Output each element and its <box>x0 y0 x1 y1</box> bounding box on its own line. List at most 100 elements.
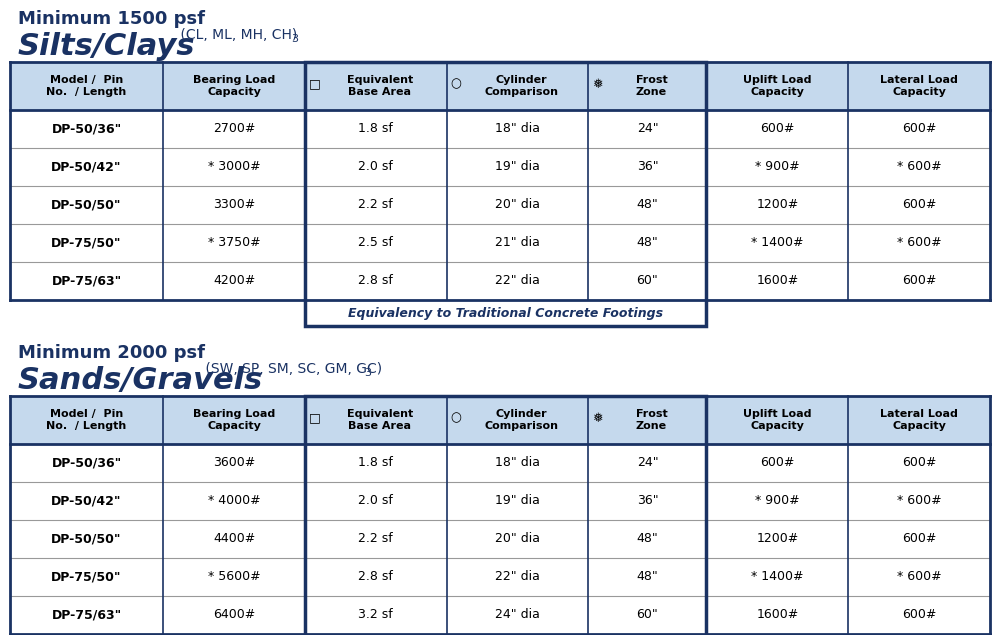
Bar <box>10 482 163 520</box>
Bar <box>305 62 706 326</box>
Bar <box>706 262 848 300</box>
Bar <box>706 186 848 224</box>
Bar <box>706 482 848 520</box>
Bar <box>588 444 706 482</box>
Bar <box>447 62 588 110</box>
Text: * 600#: * 600# <box>897 570 941 584</box>
Text: ❅: ❅ <box>592 411 603 425</box>
Text: 22" dia: 22" dia <box>495 274 540 288</box>
Text: 6400#: 6400# <box>213 608 255 622</box>
Bar <box>848 558 990 596</box>
Bar <box>588 396 706 444</box>
Bar <box>447 444 588 482</box>
Text: 1600#: 1600# <box>756 274 798 288</box>
Bar <box>305 520 447 558</box>
Bar <box>305 62 447 110</box>
Text: * 1400#: * 1400# <box>751 570 804 584</box>
Text: DP-75/63": DP-75/63" <box>51 608 122 622</box>
Text: Frost
Zone: Frost Zone <box>636 75 667 97</box>
Text: DP-50/50": DP-50/50" <box>51 199 122 211</box>
Bar <box>163 62 305 110</box>
Text: Minimum 2000 psf: Minimum 2000 psf <box>18 344 205 362</box>
Bar <box>848 224 990 262</box>
Text: 19" dia: 19" dia <box>495 495 540 507</box>
Text: 4400#: 4400# <box>213 533 255 545</box>
Text: 2.0 sf: 2.0 sf <box>358 161 393 173</box>
Bar <box>305 224 447 262</box>
Text: 48": 48" <box>637 236 658 250</box>
Text: 2.0 sf: 2.0 sf <box>358 495 393 507</box>
Text: 24" dia: 24" dia <box>495 608 540 622</box>
Bar <box>706 596 848 634</box>
Text: DP-75/63": DP-75/63" <box>51 274 122 288</box>
Bar <box>588 262 706 300</box>
Text: 600#: 600# <box>760 457 795 469</box>
Bar <box>10 396 163 444</box>
Text: * 3000#: * 3000# <box>208 161 260 173</box>
Text: Sands/Gravels: Sands/Gravels <box>18 366 263 395</box>
Bar <box>588 62 706 110</box>
Text: Uplift Load
Capacity: Uplift Load Capacity <box>743 409 812 431</box>
Bar <box>848 62 990 110</box>
Bar <box>588 110 706 148</box>
Text: ❅: ❅ <box>592 77 603 91</box>
Bar <box>706 520 848 558</box>
Text: 2.2 sf: 2.2 sf <box>358 199 393 211</box>
Bar <box>163 558 305 596</box>
Text: 48": 48" <box>637 570 658 584</box>
Text: 18" dia: 18" dia <box>495 123 540 135</box>
Bar <box>305 110 447 148</box>
Text: 1.8 sf: 1.8 sf <box>358 457 393 469</box>
Bar <box>163 186 305 224</box>
Text: 1.8 sf: 1.8 sf <box>358 123 393 135</box>
Bar <box>706 444 848 482</box>
Bar <box>163 596 305 634</box>
Text: 2.8 sf: 2.8 sf <box>358 570 393 584</box>
Text: Cylinder
Comparison: Cylinder Comparison <box>485 409 559 431</box>
Text: 19" dia: 19" dia <box>495 161 540 173</box>
Bar <box>10 520 163 558</box>
Bar <box>447 396 588 444</box>
Bar <box>10 444 163 482</box>
Text: DP-50/36": DP-50/36" <box>51 123 122 135</box>
Text: 24": 24" <box>637 123 658 135</box>
Text: 1200#: 1200# <box>756 533 798 545</box>
Text: 24": 24" <box>637 457 658 469</box>
Text: 3: 3 <box>291 34 298 44</box>
Text: * 600#: * 600# <box>897 495 941 507</box>
Bar <box>588 186 706 224</box>
Text: Lateral Load
Capacity: Lateral Load Capacity <box>880 75 958 97</box>
Text: Bearing Load
Capacity: Bearing Load Capacity <box>193 75 275 97</box>
Text: 48": 48" <box>637 533 658 545</box>
Text: 22" dia: 22" dia <box>495 570 540 584</box>
Bar <box>163 482 305 520</box>
Bar <box>10 596 163 634</box>
Bar <box>706 558 848 596</box>
Bar <box>588 482 706 520</box>
Bar <box>305 186 447 224</box>
Text: DP-75/50": DP-75/50" <box>51 236 122 250</box>
Bar <box>10 148 163 186</box>
Bar <box>706 110 848 148</box>
Text: 600#: 600# <box>760 123 795 135</box>
Text: 21" dia: 21" dia <box>495 236 540 250</box>
Bar <box>848 186 990 224</box>
Text: Frost
Zone: Frost Zone <box>636 409 667 431</box>
Bar <box>163 444 305 482</box>
Bar <box>163 224 305 262</box>
Text: * 1400#: * 1400# <box>751 236 804 250</box>
Bar <box>163 148 305 186</box>
Text: Silts/Clays: Silts/Clays <box>18 32 196 61</box>
Text: □: □ <box>309 411 321 425</box>
Text: 600#: 600# <box>902 457 936 469</box>
Bar <box>447 186 588 224</box>
Bar <box>10 62 163 110</box>
Bar <box>10 262 163 300</box>
Bar <box>447 224 588 262</box>
Text: DP-50/42": DP-50/42" <box>51 495 122 507</box>
Bar <box>163 520 305 558</box>
Text: 600#: 600# <box>902 274 936 288</box>
Text: * 600#: * 600# <box>897 161 941 173</box>
Text: * 4000#: * 4000# <box>208 495 260 507</box>
Text: 2700#: 2700# <box>213 123 255 135</box>
